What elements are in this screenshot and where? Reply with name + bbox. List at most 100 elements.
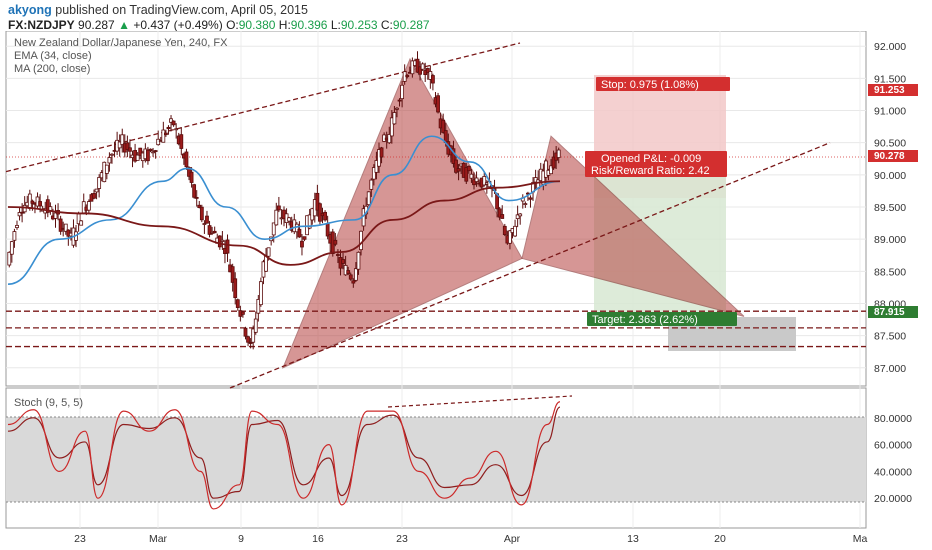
candle-body	[107, 157, 112, 164]
stop-label-box[interactable]: Stop: 0.975 (1.08%)	[596, 77, 730, 91]
open-label: O:	[226, 18, 239, 32]
candle-body	[451, 148, 456, 164]
candle-body	[543, 160, 548, 178]
last-price-text: 90.278	[874, 151, 905, 162]
candle-body	[230, 266, 235, 283]
candle-body	[515, 214, 520, 220]
pattern-xab	[282, 57, 523, 369]
candle-body	[194, 196, 199, 199]
candle-body	[454, 159, 458, 173]
stoch-k-line	[7, 401, 561, 510]
candle-body	[366, 191, 371, 206]
price-tick: 87.500	[874, 331, 906, 343]
candle-body	[163, 132, 168, 136]
candle-body	[161, 129, 166, 143]
candle-body	[266, 247, 271, 257]
candle-body	[92, 193, 96, 199]
candle-body	[333, 239, 338, 245]
candlesticks	[7, 51, 561, 350]
candle-body	[456, 168, 461, 172]
candle-body	[241, 311, 245, 315]
upper-trendline[interactable]	[5, 42, 521, 173]
candle-body	[17, 212, 22, 217]
stoch-band	[6, 417, 866, 502]
chart-area[interactable]: New Zealand Dollar/Japanese Yen, 240, FX…	[0, 31, 932, 550]
time-tick: Mar	[149, 533, 168, 545]
candle-body	[351, 280, 356, 284]
price-tick: 90.500	[874, 138, 906, 150]
candle-body	[377, 149, 381, 167]
time-tick: 16	[312, 533, 324, 545]
candle-body	[135, 154, 140, 161]
candle-body	[502, 225, 507, 236]
stoch-divergence-line[interactable]	[387, 395, 573, 408]
stop-price-tag: 91.253	[868, 84, 918, 96]
time-tick: 9	[238, 533, 244, 545]
author-name[interactable]: akyong	[8, 3, 52, 17]
time-tick: Apr	[504, 533, 521, 545]
candle-body	[441, 119, 446, 133]
ma-line	[7, 180, 561, 266]
time-tick: 23	[74, 533, 86, 545]
low-value: 90.253	[340, 18, 378, 32]
candle-body	[189, 171, 194, 183]
candle-body	[179, 134, 184, 149]
candle-body	[169, 118, 173, 123]
candle-body	[146, 149, 150, 162]
pnl-label: Opened P&L: -0.009	[601, 153, 701, 165]
candle-body	[151, 151, 155, 154]
price-axis[interactable]: 92.000 91.500 91.000 90.500 90.000 89.500 89.0…	[874, 41, 906, 375]
price-chart-svg[interactable]: New Zealand Dollar/Japanese Yen, 240, FX…	[0, 31, 932, 550]
time-tick: Ma	[853, 533, 868, 545]
candle-body	[508, 230, 512, 244]
candle-body	[253, 318, 258, 333]
candle-body	[323, 211, 327, 221]
candle-body	[7, 251, 12, 266]
candle-body	[420, 63, 425, 70]
time-tick: 23	[396, 533, 408, 545]
candle-body	[45, 199, 50, 213]
price-tick: 91.000	[874, 106, 906, 118]
candle-body	[387, 134, 392, 144]
horizontal-levels[interactable]	[6, 310, 866, 348]
candle-body	[38, 201, 42, 207]
candle-body	[243, 327, 248, 337]
stoch-axis[interactable]: 80.0000 60.0000 40.0000 20.0000	[874, 413, 912, 505]
close-label: C:	[380, 18, 393, 32]
candle-body	[166, 126, 171, 130]
harmonic-pattern[interactable]	[282, 57, 745, 369]
candle-body	[410, 60, 415, 75]
candle-body	[474, 177, 479, 182]
candle-body	[258, 281, 263, 306]
candle-body	[302, 236, 307, 240]
candle-body	[251, 328, 256, 343]
candle-body	[125, 142, 130, 150]
candle-body	[359, 230, 363, 251]
candle-body	[549, 165, 553, 175]
candle-body	[464, 167, 469, 182]
candle-body	[138, 147, 143, 156]
time-axis[interactable]: 23 Mar 9 16 23 Apr 13 20 Ma	[74, 533, 867, 545]
candle-body	[30, 200, 35, 204]
candle-body	[110, 153, 114, 156]
time-tick: 13	[627, 533, 639, 545]
last-price: 90.287	[78, 18, 115, 32]
candle-body	[551, 156, 556, 169]
candle-body	[192, 184, 197, 198]
candle-body	[20, 211, 25, 214]
candle-body	[523, 203, 528, 206]
candle-body	[104, 164, 109, 174]
target-label-box[interactable]: Target: 2.363 (2.62%)	[587, 312, 737, 326]
candle-body	[556, 149, 561, 158]
candle-body	[225, 239, 230, 254]
pnl-label-box[interactable]: Opened P&L: -0.009 Risk/Reward Ratio: 2.…	[585, 151, 727, 177]
candle-body	[341, 259, 345, 264]
candle-body	[379, 147, 384, 158]
candle-body	[58, 218, 63, 232]
open-value: 90.380	[238, 18, 276, 32]
pattern-bcd	[521, 135, 745, 317]
price-tick: 89.500	[874, 202, 906, 214]
candle-body	[482, 176, 487, 186]
publish-header: akyong published on TradingView.com, Apr…	[8, 3, 308, 17]
symbol: FX:NZDJPY	[8, 18, 75, 32]
